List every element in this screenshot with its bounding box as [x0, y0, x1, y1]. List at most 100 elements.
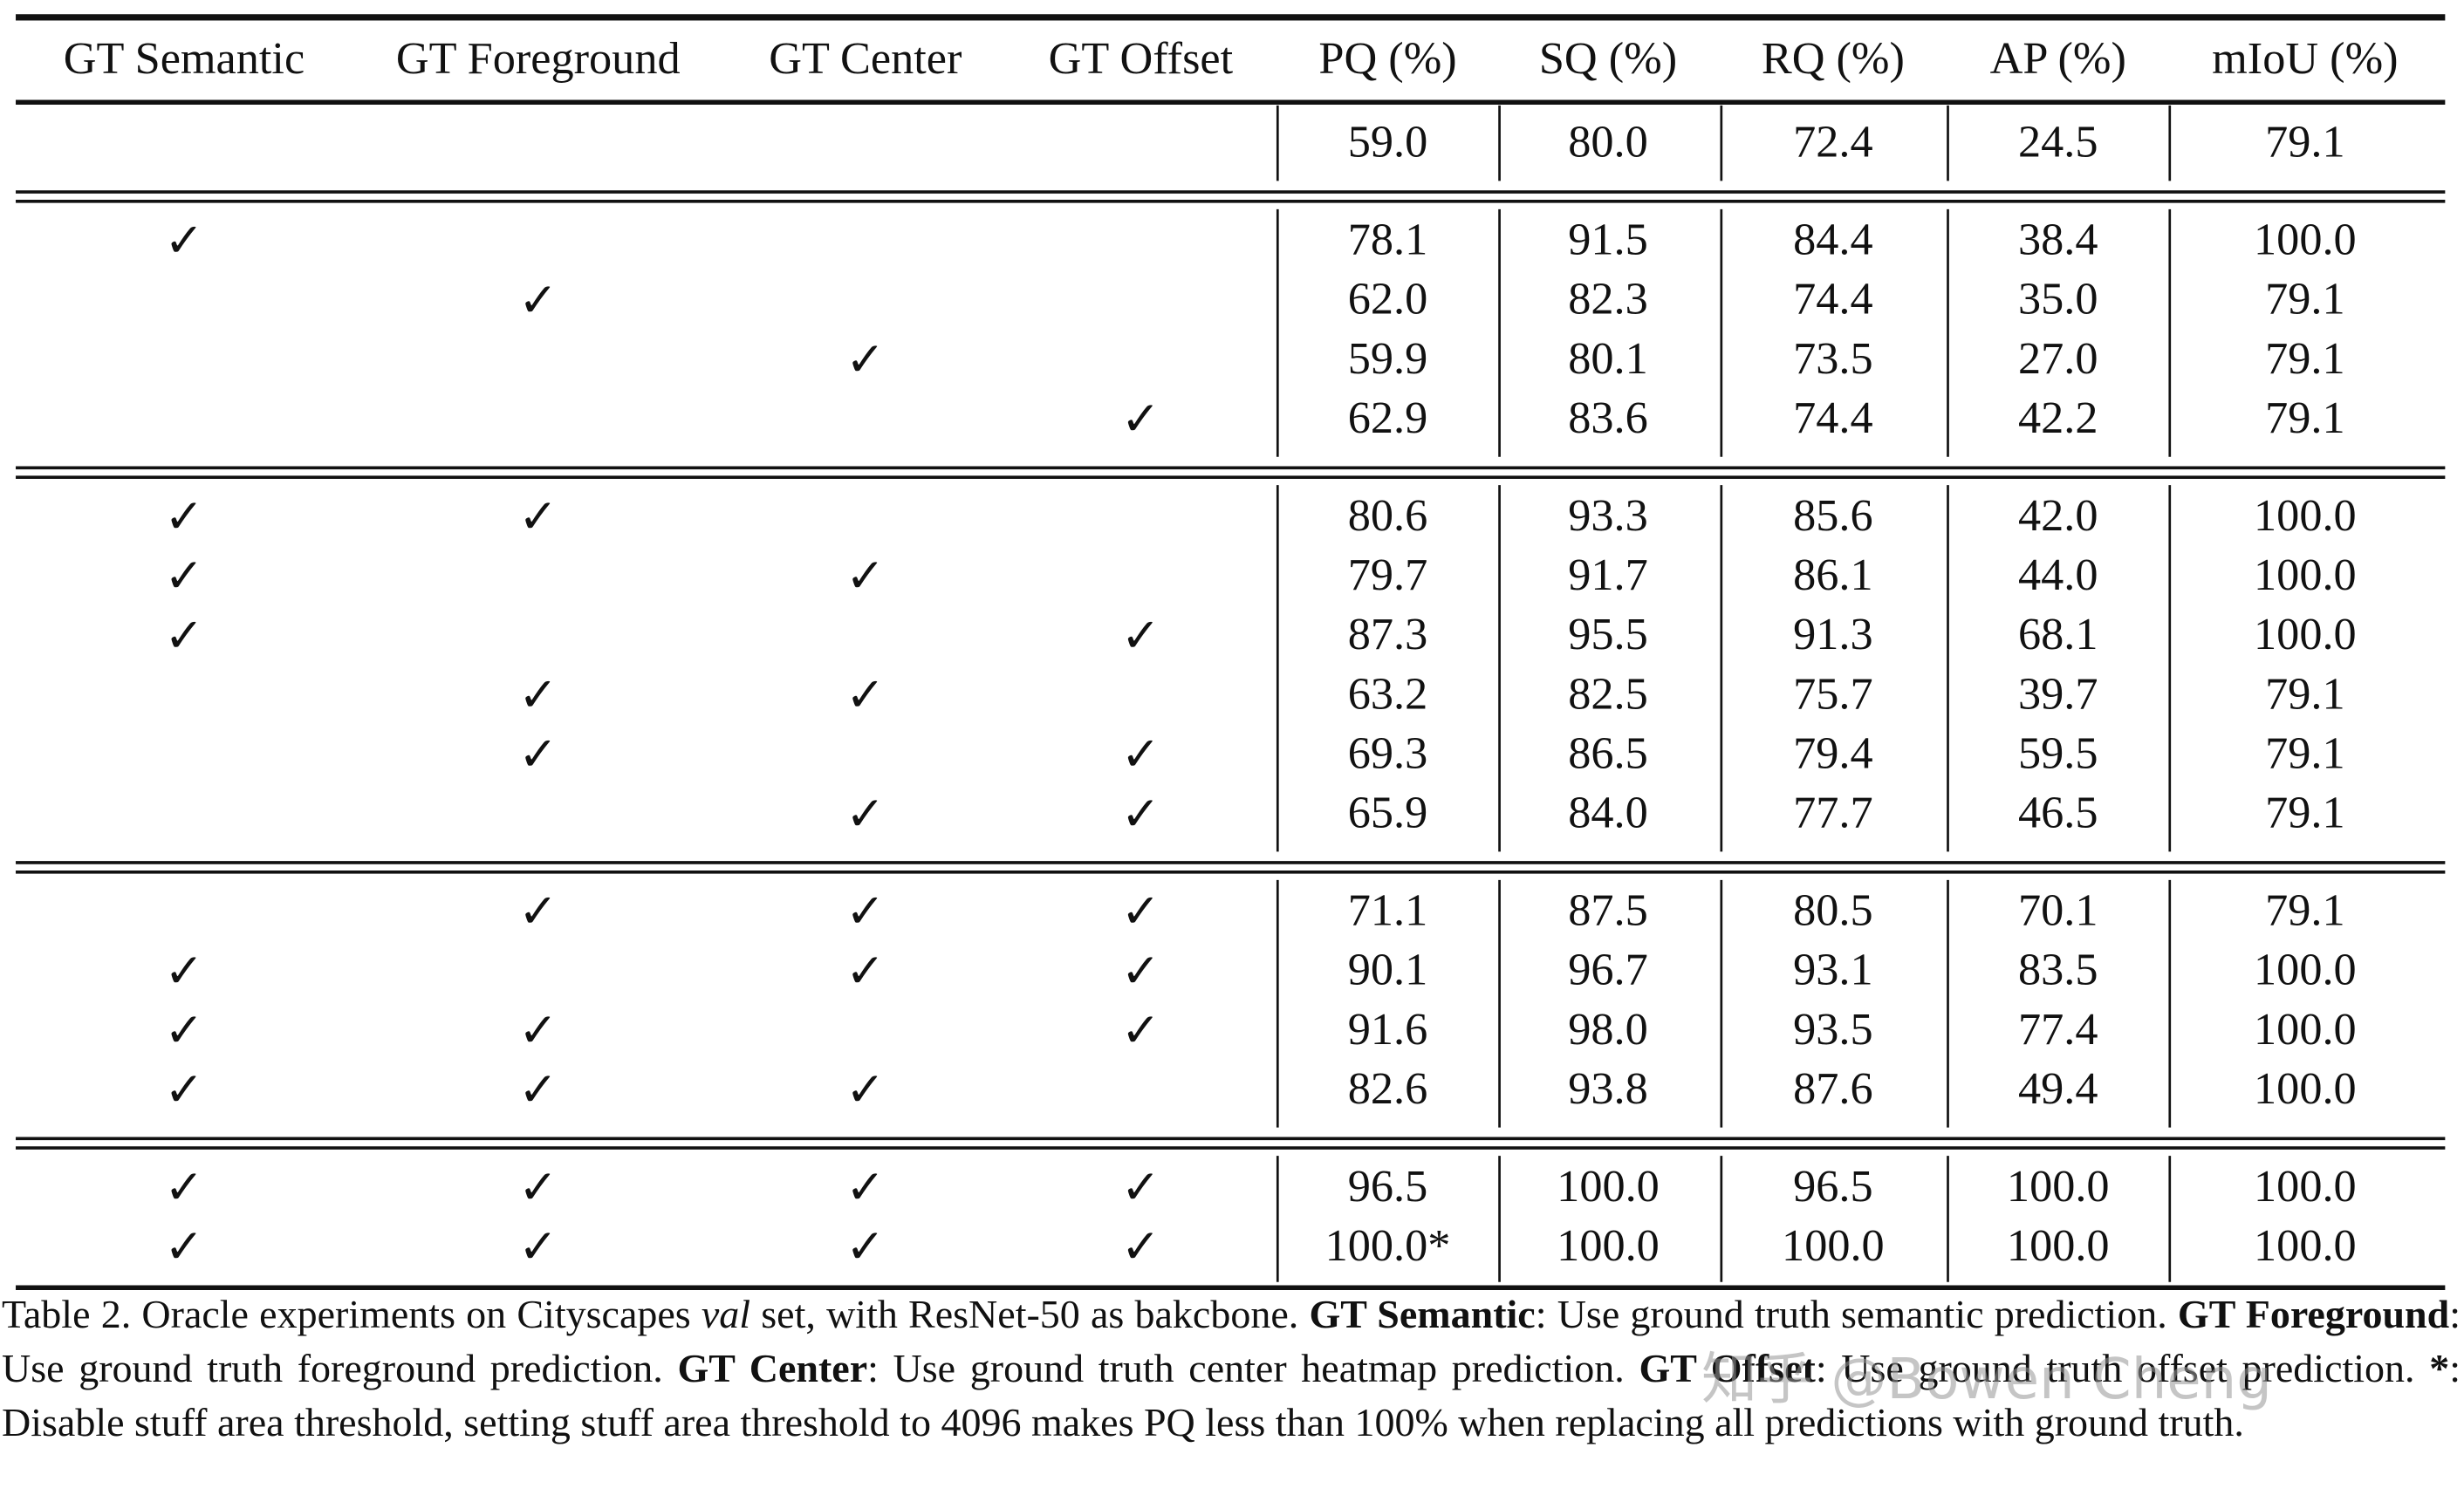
check-mark: ✓ [845, 884, 885, 939]
check-mark: ✓ [1121, 1219, 1160, 1274]
value-cell: 35.0 [2018, 274, 2098, 324]
value-cell: 100.0 [1782, 1220, 1885, 1271]
caption-text: : Use ground truth foreground prediction… [2, 1292, 2461, 1390]
check-mark: ✓ [1121, 1159, 1160, 1214]
value-cell: 79.1 [2265, 728, 2345, 779]
value-cell: 86.1 [1793, 550, 1873, 600]
value-cell: 100.0 [2254, 490, 2357, 541]
value-cell: 82.6 [1348, 1063, 1428, 1114]
value-cell: 93.5 [1793, 1004, 1873, 1055]
check-mark: ✓ [164, 213, 203, 268]
value-cell: 24.5 [2018, 117, 2098, 167]
value-cell: 65.9 [1348, 788, 1428, 838]
value-cell: 96.7 [1568, 945, 1648, 995]
value-cell: 79.1 [2265, 788, 2345, 838]
check-mark: ✓ [518, 667, 558, 722]
value-cell: 79.1 [2265, 393, 2345, 443]
value-cell: 63.2 [1348, 668, 1428, 719]
value-cell: 93.8 [1568, 1063, 1648, 1114]
value-cell: 73.5 [1793, 333, 1873, 384]
value-cell: 80.0 [1568, 117, 1648, 167]
value-cell: 74.4 [1793, 274, 1873, 324]
value-cell: 39.7 [2018, 668, 2098, 719]
value-cell: 100.0 [2254, 1161, 2357, 1212]
check-mark: ✓ [845, 786, 885, 841]
caption-text: GT Offset [1639, 1346, 1816, 1390]
value-cell: 79.1 [2265, 884, 2345, 935]
value-cell: 90.1 [1348, 945, 1428, 995]
value-cell: 46.5 [2018, 788, 2098, 838]
check-mark: ✓ [1121, 1002, 1160, 1057]
value-cell: 100.0 [2007, 1220, 2110, 1271]
value-cell: 78.1 [1348, 215, 1428, 265]
value-cell: 100.0 [2254, 1063, 2357, 1114]
header-cell: AP (%) [1990, 33, 2126, 84]
value-cell: 79.4 [1793, 728, 1873, 779]
check-mark: ✓ [164, 549, 203, 604]
check-mark: ✓ [518, 727, 558, 782]
check-mark: ✓ [845, 1159, 885, 1214]
value-cell: 100.0 [2254, 1004, 2357, 1055]
check-mark: ✓ [845, 1062, 885, 1117]
check-mark: ✓ [518, 1219, 558, 1274]
value-cell: 59.9 [1348, 333, 1428, 384]
header-cell: SQ (%) [1539, 33, 1677, 84]
value-cell: 84.0 [1568, 788, 1648, 838]
value-cell: 79.1 [2265, 333, 2345, 384]
value-cell: 62.0 [1348, 274, 1428, 324]
header-cell: GT Foreground [396, 33, 681, 84]
check-mark: ✓ [845, 549, 885, 604]
caption-text: Table 2. Oracle experiments on Cityscape… [2, 1292, 702, 1336]
check-mark: ✓ [845, 667, 885, 722]
value-cell: 100.0 [2254, 945, 2357, 995]
value-cell: 79.7 [1348, 550, 1428, 600]
value-cell: 74.4 [1793, 393, 1873, 443]
caption-text: val [701, 1292, 751, 1336]
value-cell: 100.0 [2254, 215, 2357, 265]
value-cell: 91.6 [1348, 1004, 1428, 1055]
value-cell: 100.0 [2254, 550, 2357, 600]
value-cell: 98.0 [1568, 1004, 1648, 1055]
value-cell: 62.9 [1348, 393, 1428, 443]
value-cell: 59.5 [2018, 728, 2098, 779]
value-cell: 27.0 [2018, 333, 2098, 384]
value-cell: 87.5 [1568, 884, 1648, 935]
header-cell: GT Offset [1049, 33, 1234, 84]
caption-text: : Use ground truth center heatmap predic… [867, 1346, 1639, 1390]
value-cell: 96.5 [1793, 1161, 1873, 1212]
value-cell: 100.0 [2007, 1161, 2110, 1212]
check-mark: ✓ [164, 943, 203, 998]
caption-text: : Disable stuff area threshold, setting … [2, 1346, 2461, 1444]
check-mark: ✓ [845, 1219, 885, 1274]
value-cell: 42.0 [2018, 490, 2098, 541]
value-cell: 59.0 [1348, 117, 1428, 167]
value-cell: 86.5 [1568, 728, 1648, 779]
value-cell: 42.2 [2018, 393, 2098, 443]
value-cell: 75.7 [1793, 668, 1873, 719]
value-cell: 79.1 [2265, 117, 2345, 167]
value-cell: 72.4 [1793, 117, 1873, 167]
check-mark: ✓ [1121, 786, 1160, 841]
caption-text: GT Semantic [1309, 1292, 1536, 1336]
value-cell: 87.3 [1348, 609, 1428, 659]
value-cell: 100.0 [1557, 1220, 1660, 1271]
value-cell: 80.6 [1348, 490, 1428, 541]
header-cell: mIoU (%) [2212, 33, 2398, 84]
check-mark: ✓ [518, 1062, 558, 1117]
value-cell: 91.7 [1568, 550, 1648, 600]
value-cell: 82.5 [1568, 668, 1648, 719]
check-mark: ✓ [518, 488, 558, 543]
caption-text: GT Center [677, 1346, 868, 1390]
value-cell: 91.5 [1568, 215, 1648, 265]
value-cell: 77.7 [1793, 788, 1873, 838]
caption-text: * [2429, 1346, 2450, 1390]
value-cell: 83.6 [1568, 393, 1648, 443]
check-mark: ✓ [518, 1159, 558, 1214]
value-cell: 80.5 [1793, 884, 1873, 935]
check-mark: ✓ [164, 1159, 203, 1214]
value-cell: 44.0 [2018, 550, 2098, 600]
header-cell: GT Center [769, 33, 962, 84]
value-cell: 84.4 [1793, 215, 1873, 265]
caption-text: GT Foreground [2177, 1292, 2450, 1336]
